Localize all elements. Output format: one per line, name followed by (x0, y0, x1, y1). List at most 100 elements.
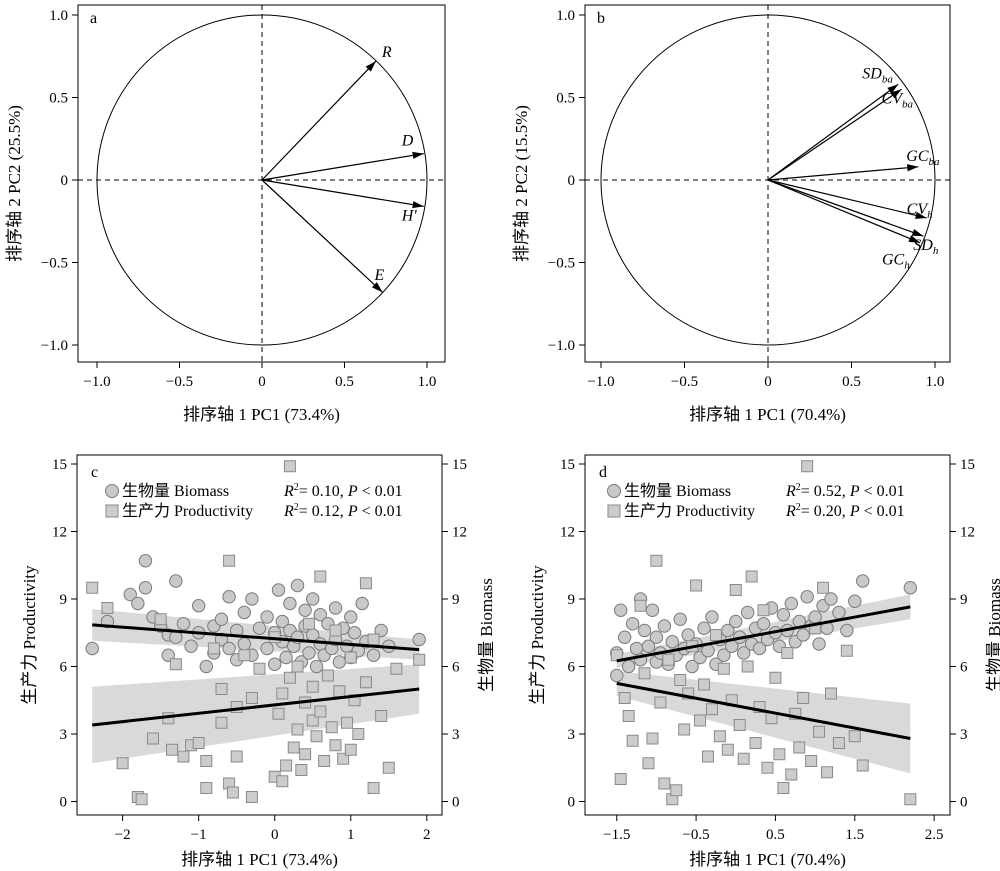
biomass-point (840, 623, 854, 638)
stat-p-symbol: P (849, 503, 860, 520)
productivity-point (314, 705, 327, 718)
biomass-point (302, 646, 316, 660)
biomass-point (629, 641, 644, 656)
stat-p-value: < 0.01 (358, 503, 403, 520)
biomass-point (138, 554, 153, 568)
x-tick-label: −1.5 (603, 827, 630, 843)
y-tick-label-left: 3 (568, 727, 576, 743)
productivity-point (135, 793, 148, 806)
legend-stat: R2= 0.12, P < 0.01 (283, 502, 403, 520)
vector-label-subscript: ba (882, 73, 894, 85)
biomass-point (412, 632, 426, 647)
biomass-point (756, 617, 771, 631)
productivity-point (272, 707, 285, 720)
y-tick-label-left: 9 (568, 592, 576, 608)
panel-label: a (90, 10, 97, 27)
productivity-point (226, 786, 239, 799)
biomass-point (366, 648, 381, 662)
productivity-point (283, 671, 296, 684)
biomass-point (665, 635, 679, 649)
y-tick-label-right: 6 (960, 660, 968, 676)
biomass-point (169, 574, 183, 588)
productivity-point (302, 617, 315, 630)
stat-p-value: < 0.01 (860, 483, 905, 500)
y-tick-label-left: 9 (60, 592, 68, 608)
biomass-point (736, 646, 751, 660)
vector-label-subscript: h (927, 209, 933, 221)
vector-label: GCba (906, 148, 940, 168)
y-tick-label-left: 12 (560, 525, 575, 541)
x-tick-label: −1.0 (83, 374, 110, 390)
productivity-point (662, 653, 675, 666)
stat-r-superscript: 2 (294, 502, 299, 513)
productivity-point (295, 764, 308, 776)
biomass-point (355, 596, 369, 611)
vector-label: GCh (882, 252, 910, 272)
legend-label: 生产力 Productivity (122, 502, 253, 520)
biomass-point (176, 617, 191, 631)
x-tick-label: −2 (115, 827, 131, 843)
productivity-point (717, 662, 730, 675)
productivity-point (337, 752, 350, 765)
vector-label: D (401, 133, 414, 150)
productivity-point (147, 732, 160, 745)
productivity-point (832, 737, 845, 749)
y-tick-label-left: 6 (568, 660, 576, 676)
biomass-point (637, 623, 652, 638)
biomass-point (641, 639, 656, 653)
productivity-point (777, 782, 790, 794)
productivity-point (813, 725, 826, 738)
biomass-point (347, 626, 362, 640)
productivity-point (840, 644, 853, 657)
stat-p-symbol: P (347, 483, 358, 500)
biomass-point (313, 637, 328, 651)
y-tick-label-right: 9 (452, 592, 460, 608)
loading-vector (261, 179, 424, 207)
productivity-point (192, 737, 205, 749)
productivity-point (856, 759, 869, 772)
productivity-point (321, 669, 334, 682)
productivity-point (245, 791, 258, 803)
legend-label: 生物量 Biomass (122, 482, 229, 500)
biomass-point (856, 574, 870, 588)
biomass-point (85, 641, 99, 656)
productivity-point (344, 743, 357, 756)
x-tick-label: −0.5 (682, 827, 709, 843)
y-axis-label-left: 生产力 Productivity (528, 565, 547, 705)
y-tick-label-left: 0 (60, 795, 68, 811)
productivity-point (658, 777, 671, 790)
biomass-point (832, 605, 846, 620)
legend-square-marker (105, 504, 119, 518)
legend-label: 生物量 Biomass (624, 482, 731, 500)
vector-label-main: GC (906, 148, 929, 165)
biomass-point (657, 619, 672, 633)
biomass-point (697, 621, 711, 635)
productivity-point (352, 728, 365, 740)
productivity-point (789, 707, 802, 720)
productivity-point (314, 570, 327, 583)
productivity-point (154, 613, 167, 626)
biomass-point (617, 630, 632, 644)
y-axis-label-left: 生产力 Productivity (20, 565, 39, 705)
biomass-point (800, 590, 814, 604)
stat-r-symbol: R (785, 483, 796, 500)
biomass-point (279, 650, 293, 665)
vector-label-main: CV (882, 90, 905, 107)
y-tick-label: 1.0 (49, 8, 68, 24)
productivity-point (86, 581, 99, 594)
biomass-point (796, 628, 810, 642)
biomass-point (309, 659, 324, 674)
stat-r-superscript: 2 (796, 482, 801, 493)
biomass-point (123, 587, 137, 602)
x-tick-label: 1.5 (845, 827, 864, 843)
legend-square-marker (607, 504, 621, 518)
y-tick-label: 0 (568, 173, 576, 189)
arrow-head (915, 211, 927, 219)
productivity-point (299, 748, 312, 761)
vector-label: R (381, 44, 392, 61)
x-axis-label: 排序轴 1 PC1 (73.4%) (183, 405, 340, 424)
legend-stat: R2= 0.20, P < 0.01 (785, 502, 905, 520)
y-axis-label: 排序轴 2 PC2 (25.5%) (5, 105, 24, 262)
arrow-head (890, 89, 902, 99)
productivity-point (287, 741, 300, 754)
